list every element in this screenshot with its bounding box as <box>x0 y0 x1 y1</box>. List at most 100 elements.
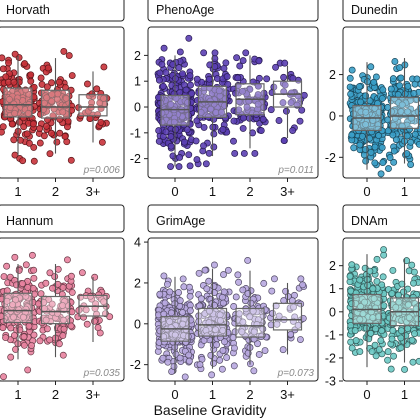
data-point <box>2 334 10 342</box>
p-value-label: p=0.011 <box>277 165 314 176</box>
x-axis-title: Baseline Gravidity <box>153 402 267 418</box>
data-point <box>9 301 17 309</box>
data-point <box>12 296 20 304</box>
data-point <box>410 90 418 97</box>
data-point <box>167 163 175 170</box>
box <box>197 307 228 337</box>
data-point <box>240 150 248 157</box>
data-point <box>49 284 56 292</box>
data-point <box>48 97 56 105</box>
data-point <box>0 324 7 332</box>
data-point <box>192 137 200 145</box>
data-point <box>375 132 383 140</box>
data-point <box>281 59 289 67</box>
facet-title: PhenoAge <box>156 3 214 17</box>
data-point <box>220 64 228 72</box>
data-point <box>30 83 38 91</box>
data-point <box>176 153 184 161</box>
data-point <box>163 280 171 288</box>
data-point <box>231 150 239 157</box>
y-tick-label: 2 <box>329 259 336 273</box>
data-point <box>386 154 394 161</box>
data-point <box>233 54 241 62</box>
data-point <box>379 86 387 94</box>
x-tick-label: 3+ <box>280 387 295 402</box>
data-point <box>366 267 374 275</box>
data-point <box>60 325 68 333</box>
data-point <box>207 105 215 113</box>
data-point <box>40 132 48 140</box>
y-tick-label: 2 <box>329 68 336 82</box>
data-point <box>380 246 388 253</box>
data-point <box>232 293 240 301</box>
y-tick-label: 0 <box>134 101 141 115</box>
data-point <box>30 331 38 339</box>
data-point <box>28 251 36 259</box>
x-tick-label: 3+ <box>86 387 101 402</box>
y-tick-label: -3 <box>325 375 336 389</box>
data-point <box>281 81 289 89</box>
data-point <box>36 337 44 345</box>
data-point <box>0 65 7 73</box>
data-point <box>377 337 385 345</box>
data-point <box>404 325 412 333</box>
data-point <box>25 139 33 147</box>
data-point <box>219 299 227 307</box>
data-point <box>217 317 224 325</box>
data-point <box>300 91 308 99</box>
points-group <box>192 49 233 168</box>
data-point <box>185 357 193 365</box>
data-point <box>22 261 30 269</box>
data-point <box>250 367 258 375</box>
data-point <box>403 132 411 140</box>
data-point <box>167 309 175 317</box>
facet-strip <box>147 0 319 22</box>
data-point <box>410 279 417 287</box>
panel-border <box>0 26 125 179</box>
x-tick-label: 3+ <box>280 184 295 199</box>
data-point <box>182 86 190 94</box>
data-point <box>413 75 420 83</box>
data-point <box>78 269 86 277</box>
facet-title: DNAm <box>351 214 388 228</box>
data-point <box>362 108 370 116</box>
x-tick-label: 3+ <box>86 184 101 199</box>
data-point <box>415 357 420 365</box>
data-point <box>156 290 164 298</box>
data-point <box>10 136 18 144</box>
data-point <box>219 327 227 334</box>
data-point <box>250 328 258 336</box>
data-point <box>201 266 209 274</box>
data-point <box>396 64 404 72</box>
x-tick-label: 0 <box>363 184 370 199</box>
data-point <box>255 57 263 65</box>
data-point <box>181 373 189 381</box>
data-point <box>275 117 283 124</box>
panel-dunedin: Dunedin -2 0 2 0 1 <box>325 0 420 199</box>
data-point <box>397 74 405 82</box>
data-point <box>43 83 51 91</box>
data-point <box>55 340 63 348</box>
data-point <box>390 147 398 155</box>
data-point <box>95 291 103 299</box>
data-point <box>176 297 184 305</box>
data-point <box>417 80 420 88</box>
data-point <box>299 281 307 289</box>
x-tick-label: 1 <box>401 387 408 402</box>
box <box>235 307 265 338</box>
data-point <box>208 371 216 379</box>
data-point <box>159 354 167 362</box>
data-point <box>46 336 54 344</box>
data-point <box>396 82 404 90</box>
data-point <box>387 365 395 373</box>
data-point <box>97 118 105 126</box>
data-point <box>238 328 246 336</box>
y-tick-label: 0 <box>329 305 336 319</box>
y-tick-label: 0 <box>134 317 141 331</box>
data-point <box>211 63 219 71</box>
box <box>272 302 303 331</box>
data-point <box>23 130 31 138</box>
x-tick-label: 2 <box>52 184 59 199</box>
data-point <box>390 158 398 166</box>
